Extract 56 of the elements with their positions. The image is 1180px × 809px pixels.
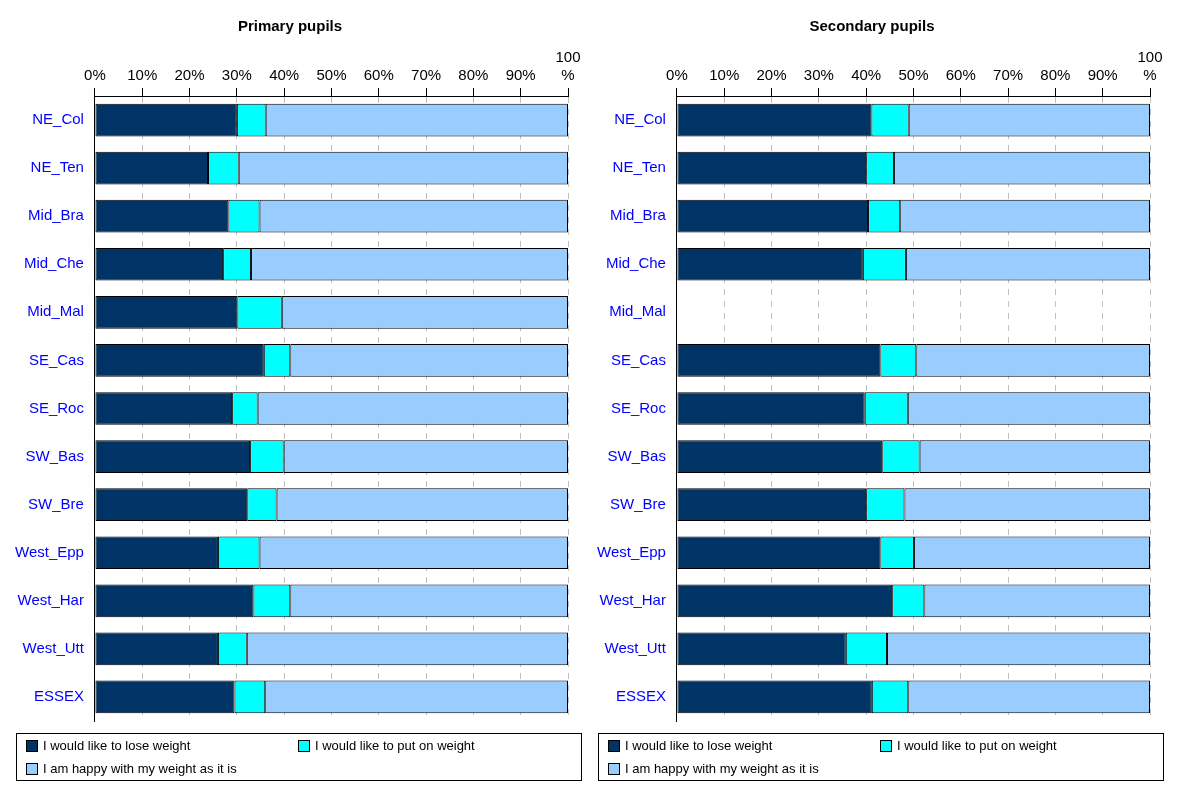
x-tick-label: 100 % (1137, 48, 1163, 84)
y-tick-label: SW_Bre (28, 494, 84, 512)
chart-title: Secondary pupils (809, 17, 935, 35)
x-tick-label: 40% (851, 66, 882, 84)
x-tick-label: 60% (363, 66, 394, 84)
x-tick-label: 50% (898, 66, 929, 84)
x-tick-label: 60% (945, 66, 976, 84)
y-tick-label: West_Epp (596, 542, 666, 560)
x-tick-label: 30% (221, 66, 252, 84)
legend-label: I am happy with my weight as it is (625, 761, 819, 776)
chart-title: Primary pupils (237, 17, 343, 35)
x-tick-label: 90% (505, 66, 536, 84)
x-tick-label: 40% (269, 66, 300, 84)
x-tick-label: 10% (709, 66, 740, 84)
y-tick-label: SW_Bre (610, 494, 666, 512)
y-tick-label: Mid_Mal (27, 302, 84, 320)
y-tick-label: Mid_Mal (609, 302, 666, 320)
y-tick-label: NE_Col (614, 110, 666, 128)
y-tick-label: Mid_Che (605, 254, 666, 272)
y-tick-label: NE_Ten (30, 158, 84, 176)
x-tick-label: 80% (1040, 66, 1071, 84)
y-tick-label: SW_Bas (607, 446, 666, 464)
x-tick-label: 20% (756, 66, 787, 84)
x-tick-label: 90% (1087, 66, 1118, 84)
y-tick-label: NE_Ten (612, 158, 666, 176)
y-tick-label: West_Utt (22, 639, 85, 657)
y-tick-label: SW_Bas (25, 446, 84, 464)
y-tick-label: West_Utt (604, 639, 667, 657)
y-tick-label: SE_Cas (28, 350, 84, 368)
legend-label: I would like to lose weight (625, 738, 773, 753)
y-tick-label: SE_Roc (28, 398, 85, 416)
x-tick-label: 0% (84, 66, 106, 84)
y-tick-label: West_Epp (14, 542, 84, 560)
x-tick-label: 50% (316, 66, 347, 84)
y-tick-label: ESSEX (33, 687, 84, 705)
x-tick-label: 30% (803, 66, 834, 84)
x-tick-label: 0% (666, 66, 688, 84)
x-tick-label: 100 % (555, 48, 581, 84)
y-tick-label: Mid_Bra (28, 206, 85, 224)
x-tick-label: 70% (993, 66, 1024, 84)
y-tick-label: West_Har (599, 590, 666, 608)
legend-label: I would like to put on weight (315, 738, 475, 753)
legend-label: I would like to put on weight (897, 738, 1057, 753)
x-tick-label: 80% (458, 66, 489, 84)
y-tick-label: West_Har (17, 590, 84, 608)
y-tick-label: SE_Roc (610, 398, 667, 416)
y-tick-label: Mid_Bra (610, 206, 667, 224)
legend-label: I am happy with my weight as it is (43, 761, 237, 776)
x-tick-label: 20% (174, 66, 205, 84)
y-tick-label: Mid_Che (23, 254, 84, 272)
x-tick-label: 70% (411, 66, 442, 84)
y-tick-label: ESSEX (615, 687, 666, 705)
x-tick-label: 10% (127, 66, 158, 84)
legend-label: I would like to lose weight (43, 738, 191, 753)
y-tick-label: SE_Cas (610, 350, 666, 368)
y-tick-label: NE_Col (32, 110, 84, 128)
